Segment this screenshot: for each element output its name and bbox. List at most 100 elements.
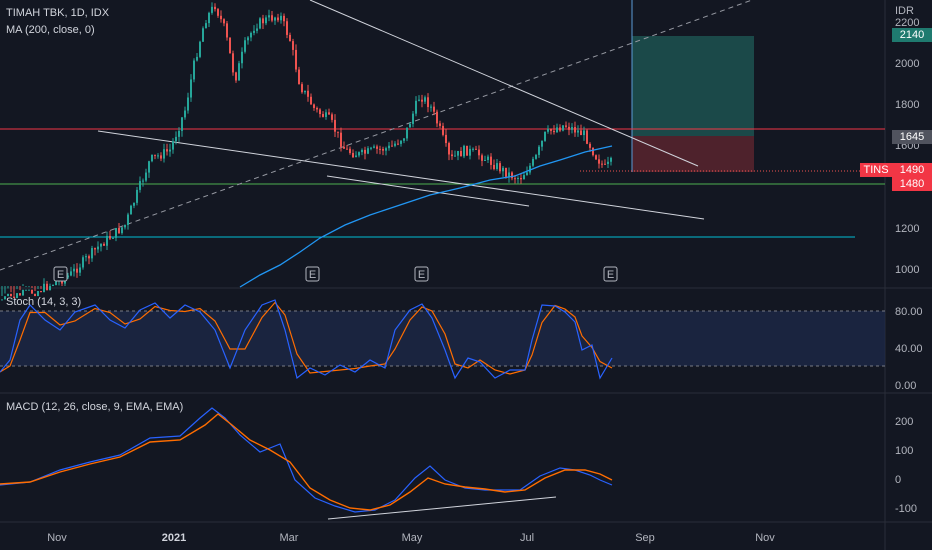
candle-body bbox=[259, 18, 261, 29]
candle-body bbox=[139, 181, 141, 190]
ma-legend[interactable]: MA (200, close, 0) bbox=[6, 24, 95, 36]
earnings-marker[interactable]: E bbox=[53, 266, 68, 282]
candle-body bbox=[229, 37, 231, 54]
candle-body bbox=[268, 15, 270, 18]
candle-body bbox=[145, 172, 147, 181]
symbol-legend[interactable]: TIMAH TBK, 1D, IDX bbox=[6, 7, 110, 19]
candle-body bbox=[403, 138, 405, 141]
candle-body bbox=[505, 167, 507, 177]
macd-signal-line bbox=[0, 413, 613, 511]
candle-body bbox=[175, 136, 177, 142]
candle-body bbox=[610, 157, 612, 162]
candle-body bbox=[16, 293, 18, 299]
ma-200-line bbox=[239, 145, 613, 288]
stoch-legend[interactable]: Stoch (14, 3, 3) bbox=[6, 296, 82, 308]
candle-body bbox=[43, 283, 45, 293]
downtrend-upper-line bbox=[309, 0, 699, 167]
candle-body bbox=[106, 235, 108, 246]
candle-body bbox=[412, 113, 414, 124]
candle-body bbox=[232, 53, 234, 73]
candle-body bbox=[271, 15, 273, 21]
candle-body bbox=[91, 248, 93, 259]
candle-body bbox=[85, 256, 87, 258]
candle-body bbox=[13, 296, 15, 299]
price-tick: 2200 bbox=[895, 17, 919, 29]
candle-body bbox=[244, 40, 246, 52]
candle-body bbox=[538, 146, 540, 155]
macd-tick: 200 bbox=[895, 416, 913, 428]
candle-body bbox=[502, 167, 504, 172]
candle-body bbox=[331, 114, 333, 120]
candle-body bbox=[430, 106, 432, 108]
candle-body bbox=[82, 257, 84, 268]
candle-body bbox=[364, 149, 366, 154]
entry-price-tag: 1645 bbox=[892, 130, 932, 144]
candle-body bbox=[253, 30, 255, 33]
candle-body bbox=[250, 32, 252, 38]
candle-body bbox=[103, 243, 105, 246]
time-tick: Nov bbox=[755, 532, 775, 544]
candle-body bbox=[19, 293, 21, 296]
candle-body bbox=[307, 90, 309, 97]
earnings-marker[interactable]: E bbox=[414, 266, 429, 282]
candle-body bbox=[394, 143, 396, 146]
candle-body bbox=[565, 125, 567, 127]
candle-body bbox=[424, 97, 426, 102]
candle-body bbox=[238, 63, 240, 81]
candle-body bbox=[454, 155, 456, 157]
candle-body bbox=[142, 180, 144, 182]
candle-body bbox=[235, 72, 237, 81]
candle-body bbox=[109, 235, 111, 239]
candle-body bbox=[52, 285, 54, 287]
candle-body bbox=[466, 145, 468, 156]
macd-line bbox=[0, 407, 613, 513]
candle-body bbox=[301, 84, 303, 93]
candle-body bbox=[367, 148, 369, 154]
candle-body bbox=[334, 119, 336, 132]
candle-body bbox=[214, 6, 216, 10]
svg-text:E: E bbox=[309, 269, 316, 281]
price-tick: 1800 bbox=[895, 99, 919, 111]
candle-body bbox=[70, 271, 72, 276]
candle-body bbox=[100, 243, 102, 247]
candle-body bbox=[544, 131, 546, 141]
stoch-tick: 40.00 bbox=[895, 343, 923, 355]
candle-body bbox=[439, 123, 441, 126]
macd-tick: 100 bbox=[895, 445, 913, 457]
earnings-marker[interactable]: E bbox=[305, 266, 320, 282]
macd-legend[interactable]: MACD (12, 26, close, 9, EMA, EMA) bbox=[6, 401, 184, 413]
candle-body bbox=[25, 289, 27, 291]
candle-body bbox=[265, 17, 267, 24]
candle-body bbox=[520, 178, 522, 180]
candle-body bbox=[583, 130, 585, 136]
target-price-tag: 2140 bbox=[892, 28, 932, 42]
downtrend-lower-line bbox=[97, 130, 705, 220]
candle-body bbox=[37, 290, 39, 297]
candle-body bbox=[121, 227, 123, 234]
candle-body bbox=[469, 148, 471, 156]
time-tick: Mar bbox=[280, 532, 299, 544]
candle-body bbox=[202, 28, 204, 42]
macd-tick: -100 bbox=[895, 503, 917, 515]
candle-body bbox=[223, 19, 225, 24]
candle-body bbox=[46, 283, 48, 291]
candle-body bbox=[448, 143, 450, 155]
last-price-tag: 1490 bbox=[892, 163, 932, 177]
candle-body bbox=[247, 37, 249, 41]
candle-body bbox=[169, 149, 171, 152]
candle-body bbox=[526, 172, 528, 176]
candle-body bbox=[358, 152, 360, 156]
candle-body bbox=[535, 154, 537, 159]
earnings-marker[interactable]: E bbox=[603, 266, 618, 282]
candle-body bbox=[130, 205, 132, 215]
candle-body bbox=[409, 123, 411, 128]
candle-body bbox=[415, 100, 417, 114]
candle-body bbox=[559, 127, 561, 131]
price-tick: 1000 bbox=[895, 264, 919, 276]
candle-body bbox=[304, 90, 306, 93]
candle-body bbox=[514, 178, 516, 180]
candle-body bbox=[7, 293, 9, 297]
candle-body bbox=[445, 134, 447, 144]
candle-body bbox=[226, 23, 228, 38]
